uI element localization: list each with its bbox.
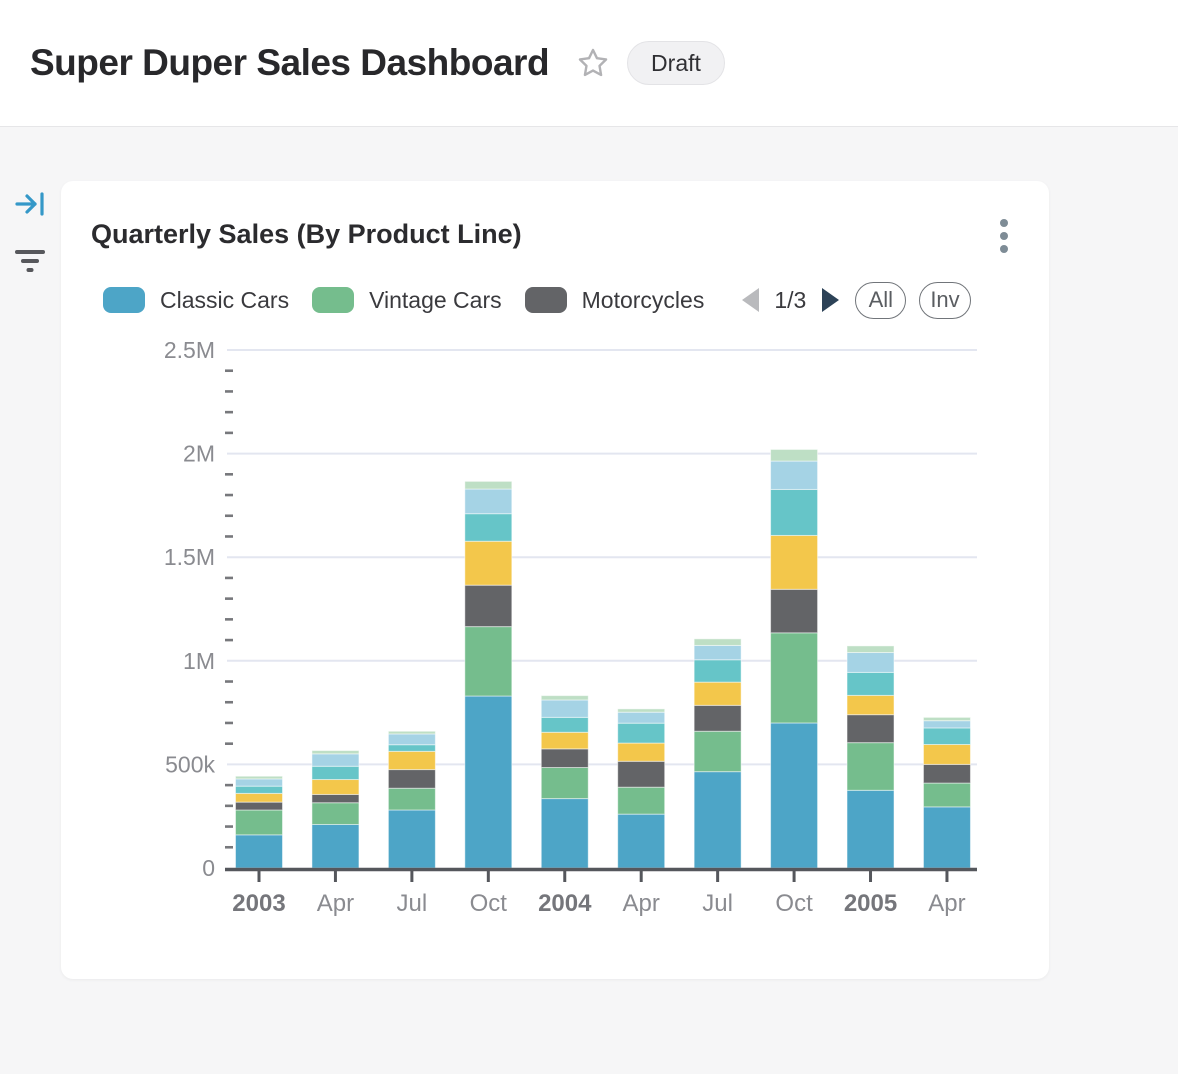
bar-stack-2005-8[interactable] [846, 645, 895, 869]
legend-page-indicator: 1/3 [774, 286, 807, 313]
legend-swatch [524, 287, 567, 313]
filter-icon[interactable] [12, 243, 48, 277]
legend-label: Vintage Cars [369, 286, 502, 313]
favorite-star-icon[interactable] [575, 45, 611, 81]
legend-swatch [103, 287, 145, 313]
legend-label: Classic Cars [160, 286, 290, 313]
svg-text:0: 0 [202, 855, 215, 881]
svg-text:2.5M: 2.5M [164, 337, 215, 363]
svg-text:Apr: Apr [317, 890, 354, 917]
chart-canvas: 0 500k 1M 1.5M 2M 2.5M 2003 Apr Jul Oct 2004 Apr Jul… [164, 337, 977, 917]
legend-row: Classic Cars Vintage Cars Motorcycles 1/3 … [103, 281, 1013, 319]
svg-text:2005: 2005 [844, 890, 897, 917]
legend-pager: 1/3 [738, 286, 842, 314]
bar-stack-apr-9[interactable] [922, 716, 971, 869]
app-header: Super Duper Sales Dashboard Draft [0, 0, 1178, 127]
svg-text:2003: 2003 [232, 890, 285, 917]
svg-text:Oct: Oct [775, 890, 813, 917]
status-badge: Draft [627, 41, 725, 85]
star-outline-icon [578, 48, 608, 77]
page-title: Super Duper Sales Dashboard [30, 42, 550, 83]
svg-text:Apr: Apr [928, 890, 965, 917]
legend-all-button[interactable]: All [855, 281, 907, 319]
chart-title: Quarterly Sales (By Product Line) [91, 219, 522, 249]
svg-text:1.5M: 1.5M [164, 544, 215, 570]
filter-funnel-icon [15, 250, 45, 272]
arrow-to-bar-icon [15, 192, 44, 216]
svg-text:Apr: Apr [623, 890, 660, 917]
bar-stack-2003-0[interactable] [235, 775, 283, 869]
legend-prev-icon[interactable] [738, 286, 762, 314]
svg-text:Jul: Jul [702, 890, 733, 917]
svg-text:1M: 1M [183, 648, 215, 674]
legend-swatch [312, 287, 355, 313]
bar-stack-oct-7[interactable] [770, 448, 819, 869]
svg-text:2M: 2M [183, 441, 215, 467]
chart-area: 0 500k 1M 1.5M 2M 2.5M 2003 Apr Jul Oct 2004 Apr Jul… [61, 331, 1049, 941]
bar-stack-oct-3[interactable] [464, 480, 513, 869]
bar-stack-jul-2[interactable] [387, 730, 436, 869]
legend-item-classic-cars[interactable]: Classic Cars [103, 287, 289, 314]
triangle-right-icon [821, 288, 839, 312]
triangle-left-icon [741, 288, 759, 312]
svg-text:2004: 2004 [538, 890, 592, 917]
legend-items: Classic Cars Vintage Cars Motorcycles [103, 287, 727, 314]
svg-text:Oct: Oct [470, 890, 508, 917]
bar-stack-2004-4[interactable] [540, 695, 589, 869]
legend-next-icon[interactable] [818, 286, 842, 314]
legend-label: Motorcycles [581, 286, 705, 313]
legend-invert-button[interactable]: Inv [919, 281, 971, 319]
collapse-panel-icon[interactable] [12, 187, 48, 221]
bar-stack-apr-5[interactable] [617, 708, 666, 869]
svg-text:500k: 500k [165, 751, 215, 777]
bar-stack-jul-6[interactable] [693, 638, 742, 869]
legend-item-motorcycles[interactable]: Motorcycles [524, 286, 705, 314]
card-menu-kebab-icon[interactable] [991, 215, 1017, 257]
bar-stack-apr-1[interactable] [311, 750, 360, 869]
legend-item-vintage-cars[interactable]: Vintage Cars [312, 287, 502, 314]
svg-text:Jul: Jul [397, 890, 428, 917]
chart-card: Quarterly Sales (By Product Line) Classi… [61, 181, 1049, 979]
